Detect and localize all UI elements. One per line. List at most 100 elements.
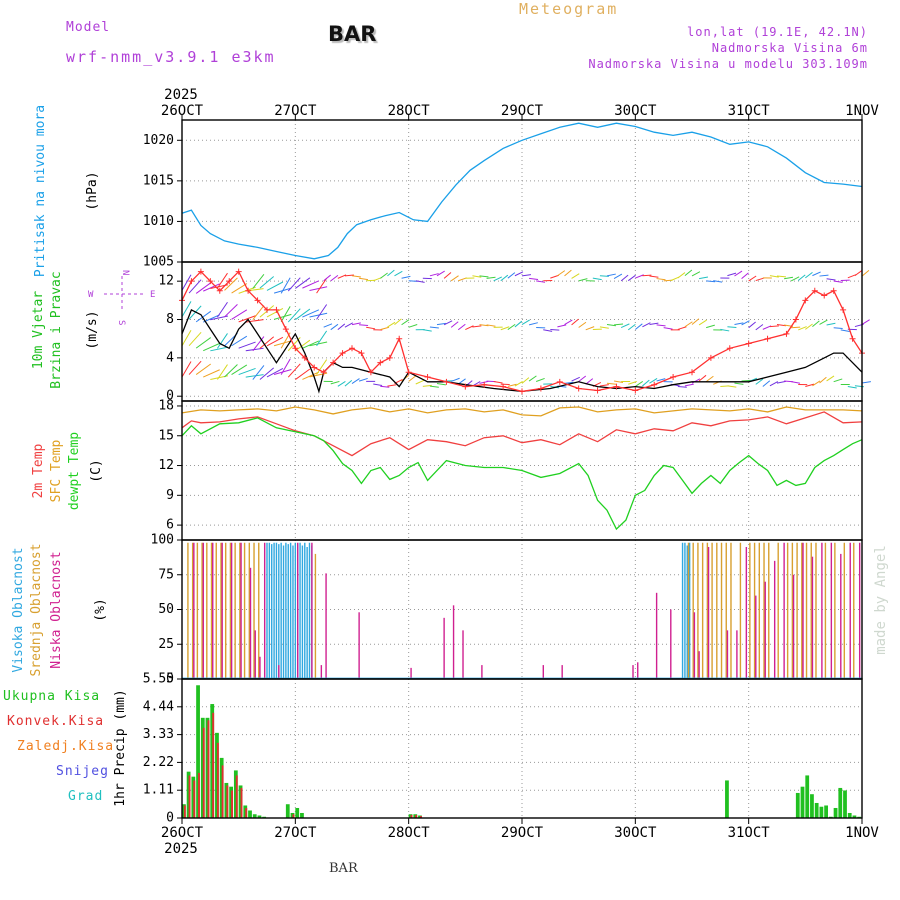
wind-gust-marker	[849, 335, 856, 342]
cloud-ytick-label: 75	[158, 567, 174, 582]
wind-arrow	[514, 380, 523, 387]
wind-arrow	[627, 274, 636, 282]
wind-gust-markers	[179, 268, 865, 395]
wind-arrow	[287, 308, 301, 323]
wind-arrow	[521, 377, 530, 384]
wind-arrow	[564, 381, 574, 384]
precip-total-bar	[819, 806, 824, 818]
wind-gust-marker	[764, 335, 771, 342]
wind-arrow	[181, 330, 192, 347]
wind-gust-marker	[226, 278, 233, 285]
wind-arrow	[337, 381, 346, 387]
precip-conv-bar	[292, 814, 295, 818]
wind-arrow	[309, 286, 328, 291]
pressure-line	[181, 122, 863, 260]
wind-arrow	[642, 274, 652, 277]
wind-gust-marker	[575, 385, 582, 392]
wind-arrow	[330, 380, 340, 385]
wind-arrow	[762, 380, 771, 387]
precip-total-bar	[795, 792, 800, 818]
wind-arrow	[791, 381, 801, 384]
temp-ytick-label: 18	[158, 398, 174, 413]
wind-gust-marker	[783, 330, 790, 337]
wind-arrow	[373, 383, 383, 386]
elevation-text: Nadmorska Visina 6m	[711, 41, 868, 55]
wind-arrow	[245, 319, 264, 323]
sfc-temp-line	[181, 406, 863, 417]
precip-conv-bars	[183, 712, 422, 818]
wind-gust-marker	[519, 388, 525, 395]
wind-ytick-label: 8	[166, 312, 174, 327]
precip-ytick-label: 2.22	[143, 755, 174, 770]
wind-arrow	[429, 326, 439, 329]
wind-ytick-label: 0	[166, 389, 174, 404]
wind-arrow	[266, 308, 284, 318]
wind-arrow	[287, 277, 301, 292]
wind-arrow	[224, 364, 238, 378]
wind-arrow	[606, 324, 616, 327]
precip-conv-bar	[183, 805, 186, 818]
wind-arrow	[316, 304, 328, 320]
wind-arrow	[691, 378, 701, 384]
precip-conv-bar	[245, 807, 248, 818]
wind-arrow	[826, 278, 836, 281]
cloud-unit: (%)	[93, 598, 108, 621]
wind-arrow	[457, 323, 466, 331]
wind-arrow	[649, 322, 659, 326]
wind-arrow	[826, 375, 835, 382]
xtick-label-top: 30OCT	[614, 103, 657, 119]
precip-conv-bar	[221, 765, 224, 818]
wind-arrow	[450, 321, 459, 328]
wind-gust-marker	[537, 385, 544, 392]
wind-arrow	[613, 273, 623, 279]
xtick-label-top: 26OCT	[161, 103, 204, 119]
wind-arrow	[784, 276, 794, 280]
wind-gust-marker	[651, 381, 658, 388]
wind-gust-marker	[245, 287, 252, 294]
wind-gust-marker	[821, 292, 828, 299]
precip-total-bar	[824, 805, 828, 818]
wind-arrow	[401, 319, 410, 326]
wind-arrow	[224, 304, 238, 318]
wind-arrow	[436, 322, 446, 326]
wind-arrow	[429, 385, 439, 388]
wind-arrow	[812, 320, 820, 327]
precip-total-bar	[210, 704, 215, 818]
wind-arrow	[812, 380, 821, 387]
wind-arrow	[528, 322, 538, 326]
wind-arrow	[188, 305, 202, 320]
wind-arrow	[252, 273, 265, 289]
wind-arrow	[571, 376, 580, 382]
temp-ytick-label: 9	[166, 488, 174, 503]
wind-gust-marker	[197, 268, 204, 275]
wind-arrow	[677, 326, 687, 330]
wind-panel: 0 4 8 12	[158, 262, 862, 404]
precip-conv-bar	[202, 727, 205, 818]
wind-arrow	[450, 275, 459, 282]
wind-arrow	[217, 301, 228, 318]
wind-arrow	[266, 336, 284, 347]
wind-arrow	[606, 273, 616, 277]
wind-gust-marker	[396, 335, 403, 342]
wind-arrow	[698, 319, 707, 326]
wind-arrow	[203, 314, 220, 323]
wind-gust-marker	[613, 383, 620, 390]
wind-arrow	[762, 325, 772, 330]
wind-arrow	[408, 324, 418, 328]
wind-gust-marker	[594, 387, 601, 394]
xtick-label-bottom: 31OCT	[728, 825, 771, 841]
precip-legend-1: Konvek.Kisa	[7, 714, 104, 729]
cloud-panel: 0 25 50 75 100	[151, 533, 862, 687]
wind-arrow	[635, 323, 643, 330]
wind-arrow	[266, 281, 284, 291]
lonlat-text: lon,lat (19.1E, 42.1N)	[687, 25, 868, 39]
wind-arrow	[791, 326, 801, 329]
wind-arrow	[812, 271, 821, 277]
wind-arrow	[727, 385, 737, 388]
wind-arrow	[203, 283, 220, 292]
wind-arrow	[698, 374, 707, 382]
wind-arrow	[351, 378, 360, 384]
wind-arrow	[273, 313, 292, 320]
wind-gust-marker	[632, 387, 639, 394]
